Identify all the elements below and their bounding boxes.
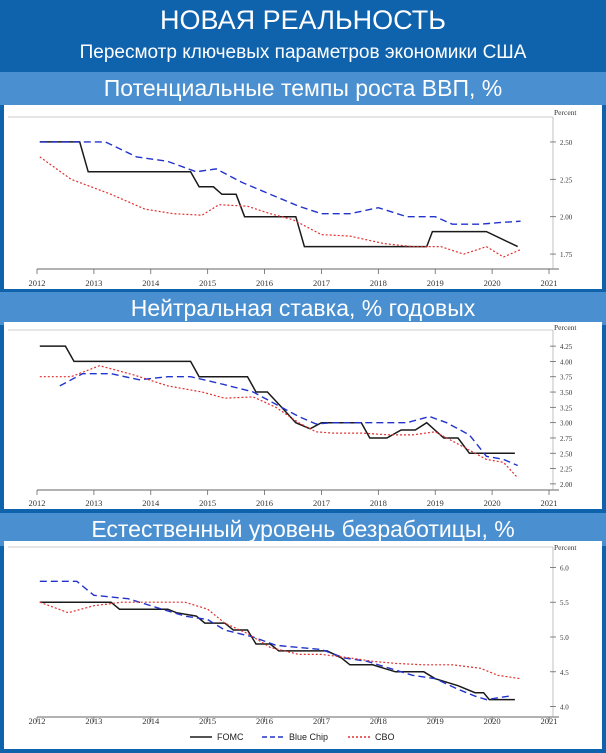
chart-3-panel: 4.0 4.5 5.0 5.5 6.0 Percent 2012 2013 2014 2015 20… <box>4 541 602 749</box>
x-tick-label: 2015 <box>199 716 216 726</box>
page-title: НОВАЯ РЕАЛЬНОСТЬ <box>160 5 446 35</box>
x-tick-label: 2021 <box>541 716 558 726</box>
y-tick-label: 2.00 <box>560 214 573 222</box>
x-tick-label: 2017 <box>313 716 330 726</box>
y-tick-label: 5.5 <box>560 599 569 607</box>
x-tick-label: 2016 <box>256 716 273 726</box>
y-tick-label: 2.75 <box>560 435 573 443</box>
x-tick-label: 2015 <box>199 498 216 508</box>
unit-label: Percent <box>554 543 577 552</box>
series-line-fomc <box>39 345 515 455</box>
x-tick-label: 2013 <box>85 716 102 726</box>
series-line-fomc <box>39 601 515 701</box>
page-subtitle: Пересмотр ключевых параметров экономики … <box>79 42 527 63</box>
legend-label: FOMC <box>217 732 244 742</box>
unit-label: Percent <box>554 323 577 332</box>
unit-label: Percent <box>554 108 577 117</box>
chart-1: 1.75 2.00 2.25 2.50 Percent 2012 2013 2014 2015 2… <box>8 108 577 288</box>
header: НОВАЯ РЕАЛЬНОСТЬ Пересмотр ключевых пара… <box>0 0 606 70</box>
series-line-cbo <box>39 601 521 680</box>
x-tick-label: 2020 <box>484 716 501 726</box>
y-tick-label: 1.75 <box>560 251 573 259</box>
x-tick-label: 2019 <box>427 278 444 288</box>
x-tick-label: 2014 <box>142 716 160 726</box>
chart-2: 2.00 2.25 2.50 2.75 3.00 3.25 3.50 3.75 4.00 4.25… <box>8 323 577 508</box>
x-tick-label: 2018 <box>370 278 387 288</box>
x-tick-label: 2021 <box>541 278 558 288</box>
chart-3: 4.0 4.5 5.0 5.5 6.0 Percent 2012 2013 2014 2015 20… <box>8 543 577 742</box>
x-tick-label: 2019 <box>427 716 444 726</box>
y-tick-label: 4.00 <box>560 358 573 366</box>
y-tick-label: 6.0 <box>560 564 569 572</box>
series-line-fomc <box>39 141 519 248</box>
chart-1-panel: 1.75 2.00 2.25 2.50 Percent 2012 2013 2014 2015 2… <box>4 105 602 289</box>
chart-1-title: Потенциальные темпы роста ВВП, % <box>0 72 606 105</box>
x-tick-label: 2016 <box>256 498 273 508</box>
chart-3-title: Естественный уровень безработицы, % <box>0 513 606 546</box>
y-tick-label: 2.00 <box>560 481 573 489</box>
x-tick-label: 2012 <box>29 716 46 726</box>
y-tick-label: 3.00 <box>560 420 573 428</box>
x-tick-label: 2020 <box>484 278 501 288</box>
chart-2-panel: 2.00 2.25 2.50 2.75 3.00 3.25 3.50 3.75 4.00 4.25… <box>4 322 602 509</box>
x-tick-label: 2021 <box>541 498 558 508</box>
x-tick-label: 2017 <box>313 498 330 508</box>
y-tick-label: 4.0 <box>560 704 569 712</box>
x-tick-label: 2013 <box>85 498 102 508</box>
y-tick-label: 5.0 <box>560 634 569 642</box>
y-tick-label: 3.50 <box>560 389 573 397</box>
legend-label: CBO <box>375 732 395 742</box>
legend-label: Blue Chip <box>289 732 328 742</box>
y-tick-label: 2.25 <box>560 176 573 184</box>
y-tick-label: 2.50 <box>560 450 573 458</box>
x-tick-label: 2018 <box>370 716 387 726</box>
series-line-blue-chip <box>39 141 521 225</box>
y-tick-label: 2.50 <box>560 139 573 147</box>
x-tick-label: 2018 <box>370 498 387 508</box>
x-tick-label: 2014 <box>142 498 160 508</box>
y-tick-label: 3.25 <box>560 404 573 412</box>
y-tick-label: 4.5 <box>560 669 569 677</box>
series-line-blue-chip <box>59 373 518 467</box>
y-tick-label: 3.75 <box>560 374 573 382</box>
y-tick-label: 2.25 <box>560 466 573 474</box>
x-tick-label: 2012 <box>29 278 46 288</box>
x-tick-label: 2017 <box>313 278 330 288</box>
series-line-cbo <box>39 365 519 479</box>
x-tick-label: 2012 <box>29 498 46 508</box>
x-tick-label: 2016 <box>256 278 273 288</box>
x-tick-label: 2019 <box>427 498 444 508</box>
x-tick-label: 2015 <box>199 278 216 288</box>
x-tick-label: 2013 <box>85 278 102 288</box>
x-tick-label: 2020 <box>484 498 501 508</box>
series-line-cbo <box>39 156 521 258</box>
chart-2-title: Нейтральная ставка, % годовых <box>0 292 606 325</box>
y-tick-label: 4.25 <box>560 343 573 351</box>
series-line-blue-chip <box>39 580 510 701</box>
x-tick-label: 2014 <box>142 278 160 288</box>
